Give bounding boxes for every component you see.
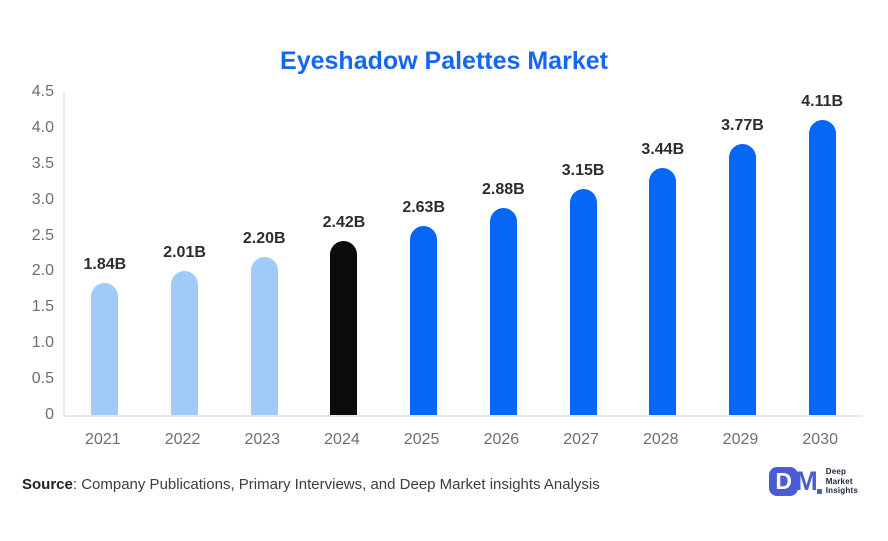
value-label: 2.63B (402, 199, 446, 217)
bar (649, 168, 677, 415)
logo-line-1: Deep (825, 467, 847, 477)
chart-title: Eyeshadow Palettes Market (280, 47, 608, 75)
y-tick-label: 3.5 (31, 154, 54, 172)
bar-group: 3.77B (703, 92, 783, 415)
value-label: 2.88B (482, 181, 525, 199)
bar-group: 2.01B (145, 92, 225, 415)
value-label: 3.44B (641, 141, 685, 159)
bar-group: 2.63B (384, 92, 464, 415)
deep-market-insights-logo: D M Deep Market Insights (769, 467, 858, 496)
x-tick-label: 2027 (563, 431, 599, 448)
bar (808, 120, 836, 415)
x-tick-label: 2026 (483, 431, 520, 448)
x-tick-label: 2025 (403, 431, 440, 448)
x-tick-label: 2030 (802, 431, 838, 448)
x-axis: 2021 2022 2023 2024 2025 2026 2027 2028 2029 2030 (63, 423, 860, 449)
source-label: Source (22, 476, 73, 493)
logo-dot (816, 489, 822, 494)
bar-series: 1.84B 2.01B 2.20B 2.42B 2.63B 2.88B 3.15B 3.44B… (65, 92, 862, 415)
bar (569, 188, 597, 415)
bar-group: 3.15B (543, 92, 623, 415)
logo-letter-m: M (795, 467, 822, 496)
bar-group: 1.84B (65, 92, 145, 415)
bar-group: 2.88B (464, 92, 544, 415)
x-tick-label: 2029 (722, 431, 759, 448)
bar (410, 226, 438, 415)
bar (330, 241, 358, 415)
value-label: 2.01B (163, 243, 206, 261)
y-tick-label: 1.0 (31, 334, 54, 352)
value-label: 2.20B (242, 230, 286, 248)
bar-group: 3.44B (623, 92, 703, 415)
value-label: 1.84B (83, 255, 127, 273)
x-tick-label: 2024 (324, 431, 360, 448)
logo-letter-d: D (769, 467, 799, 496)
x-tick-label: 2021 (85, 431, 121, 448)
value-label: 2.42B (322, 214, 366, 232)
y-tick-label: 4.5 (31, 83, 54, 100)
source-text: : Company Publications, Primary Intervie… (72, 476, 600, 493)
bar-group: 2.20B (224, 92, 304, 415)
y-tick-label: 0 (45, 406, 54, 423)
dm-logo-icon: D M (769, 467, 822, 496)
bar (728, 144, 756, 415)
logo-line-3: Insights (825, 486, 858, 496)
value-label: 3.77B (721, 117, 764, 135)
y-tick-label: 0.5 (31, 370, 54, 388)
plot-area: 1.84B 2.01B 2.20B 2.42B 2.63B 2.88B 3.15B 3.44B… (63, 92, 862, 417)
y-tick-label: 2.0 (31, 262, 54, 280)
bar (171, 270, 199, 415)
y-axis: 4.5 4.0 3.5 3.0 2.5 2.0 1.5 1.0 0.5 0 (0, 84, 54, 423)
value-label: 3.15B (561, 161, 605, 179)
y-tick-label: 4.0 (31, 118, 54, 136)
bar (250, 257, 278, 415)
value-label: 4.11B (801, 93, 844, 110)
bar (91, 282, 119, 415)
bar-group: 4.11B (782, 92, 862, 415)
y-tick-label: 1.5 (31, 298, 54, 316)
x-tick-label: 2023 (244, 431, 281, 448)
y-tick-label: 3.0 (31, 190, 54, 208)
logo-wordmark: Deep Market Insights (826, 467, 858, 496)
bar-group: 2.42B (304, 92, 384, 415)
source-line: Source: Company Publications, Primary In… (22, 476, 600, 493)
y-tick-label: 2.5 (31, 226, 54, 244)
logo-line-2: Market (825, 476, 853, 486)
bar (489, 208, 517, 415)
x-tick-label: 2022 (164, 431, 201, 448)
x-tick-label: 2028 (642, 431, 679, 448)
